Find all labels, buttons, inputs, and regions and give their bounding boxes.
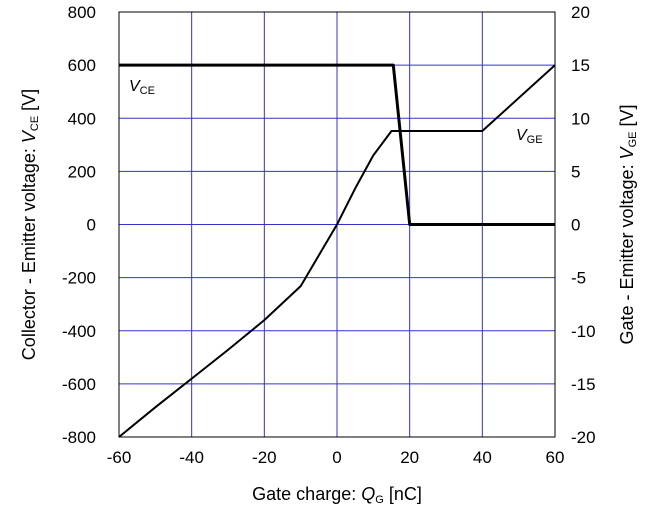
right-y-axis-title-prefix: Gate - Emitter voltage: (617, 159, 637, 344)
left-y-tick-labels: 800 600 400 200 0 -200 -400 -600 -800 (62, 3, 96, 447)
left-y-axis-title: Collector - Emitter voltage: VCE [V] (19, 89, 41, 360)
left-y-tick-label: -400 (62, 322, 96, 341)
right-y-axis-title-suffix: [V] (617, 104, 637, 131)
x-axis-title-prefix: Gate charge: (252, 484, 361, 504)
x-tick-label: 60 (546, 448, 565, 467)
right-y-axis-title-symbol: V (617, 145, 637, 159)
x-tick-label: -40 (179, 448, 204, 467)
vge-subscript: GE (527, 134, 543, 146)
left-y-axis-title-symbol: V (19, 129, 39, 143)
left-y-tick-label: 200 (68, 162, 96, 181)
x-tick-label: 20 (400, 448, 419, 467)
right-y-tick-label: -5 (571, 269, 586, 288)
x-axis-title-suffix: [nC] (384, 484, 422, 504)
right-y-tick-label: 20 (571, 3, 590, 22)
left-y-tick-label: 400 (68, 109, 96, 128)
right-y-axis-title-subscript: GE (627, 132, 639, 148)
left-y-tick-label: 600 (68, 56, 96, 75)
right-y-tick-label: -20 (571, 428, 596, 447)
right-y-tick-label: -15 (571, 375, 596, 394)
x-tick-labels: -60 -40 -20 0 20 40 60 (107, 448, 565, 467)
left-y-tick-label: -600 (62, 375, 96, 394)
vge-symbol: V (516, 127, 528, 144)
right-y-axis-title: Gate - Emitter voltage: VGE [V] (617, 104, 639, 344)
right-y-tick-label: 5 (571, 162, 580, 181)
x-tick-label: 0 (332, 448, 341, 467)
left-y-tick-label: -200 (62, 269, 96, 288)
right-y-tick-label: 10 (571, 109, 590, 128)
x-tick-label: -60 (107, 448, 132, 467)
right-y-tick-label: 0 (571, 216, 580, 235)
left-y-tick-label: -800 (62, 428, 96, 447)
right-y-tick-labels: 20 15 10 5 0 -5 -10 -15 -20 (571, 3, 596, 447)
series-lines (118, 63, 556, 438)
series-label-vce: VCE (129, 78, 155, 97)
left-y-tick-label: 800 (68, 3, 96, 22)
x-axis-title-symbol: Q (361, 484, 375, 504)
series-label-vge: VGE (516, 127, 543, 146)
left-y-tick-label: 0 (87, 216, 96, 235)
x-tick-label: 40 (473, 448, 492, 467)
right-y-tick-label: -10 (571, 322, 596, 341)
x-axis-title-subscript: G (375, 494, 384, 506)
series-line-vge (118, 64, 556, 438)
series-line-vce (119, 63, 555, 226)
right-y-tick-label: 15 (571, 56, 590, 75)
vce-subscript: CE (140, 85, 155, 97)
left-y-axis-title-prefix: Collector - Emitter voltage: (19, 143, 39, 360)
x-axis-title: Gate charge: QG [nC] (252, 484, 422, 506)
vce-symbol: V (129, 78, 141, 95)
x-tick-label: -20 (252, 448, 277, 467)
left-y-axis-title-subscript: CE (29, 116, 41, 131)
left-y-axis-title-suffix: [V] (19, 89, 39, 116)
